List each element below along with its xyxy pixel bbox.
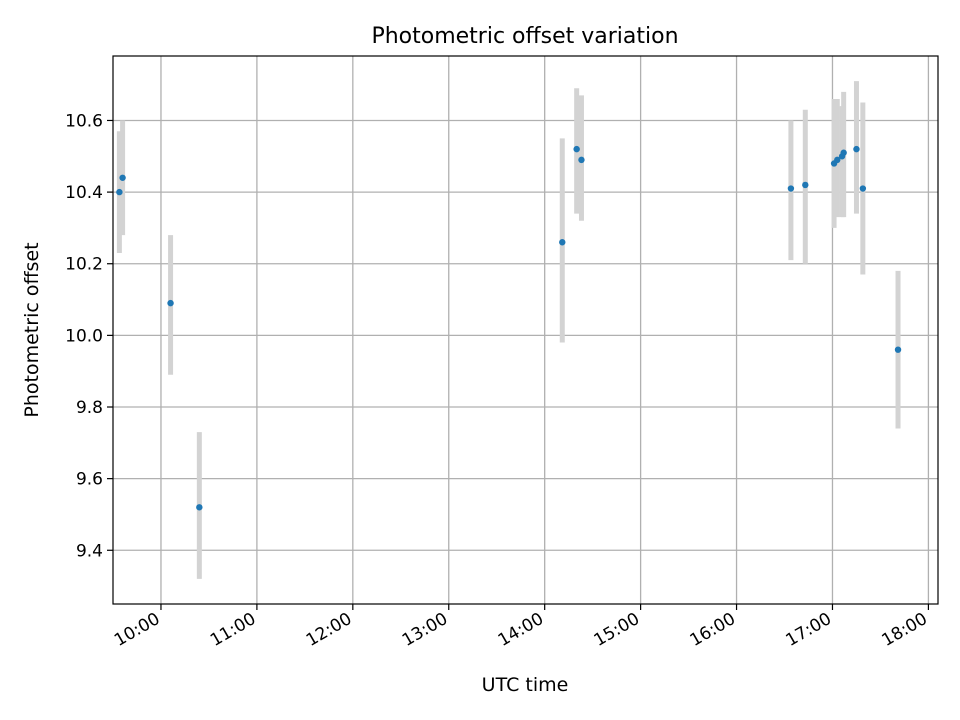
data-point — [834, 156, 841, 164]
data-point — [559, 239, 566, 246]
data-points — [116, 145, 902, 511]
y-tick-label: 9.4 — [76, 541, 103, 561]
y-tick-label: 10.4 — [65, 183, 103, 203]
data-point — [840, 149, 847, 156]
data-point — [167, 299, 174, 307]
data-point — [578, 156, 585, 164]
data-point — [853, 145, 860, 153]
y-tick-label: 10.0 — [65, 326, 103, 346]
y-axis-ticks: 9.4 9.6 9.8 10.0 10.2 10.4 10.6 — [65, 111, 113, 561]
y-tick-label: 9.8 — [76, 398, 103, 418]
y-axis-label: Photometric offset — [21, 242, 43, 417]
data-point — [196, 504, 203, 511]
y-tick-label: 10.6 — [65, 111, 103, 131]
y-tick-label: 10.2 — [65, 255, 103, 275]
data-point — [802, 181, 809, 189]
chart-title: Photometric offset variation — [371, 24, 678, 49]
data-point — [894, 346, 902, 353]
y-tick-label: 9.6 — [76, 470, 103, 490]
plot-area-frame — [112, 55, 939, 605]
data-point — [119, 174, 126, 181]
data-point — [573, 145, 580, 153]
x-axis-label: UTC time — [482, 674, 569, 696]
data-point — [859, 185, 867, 192]
data-point — [787, 185, 795, 192]
data-point — [116, 188, 123, 196]
grid — [113, 56, 938, 604]
